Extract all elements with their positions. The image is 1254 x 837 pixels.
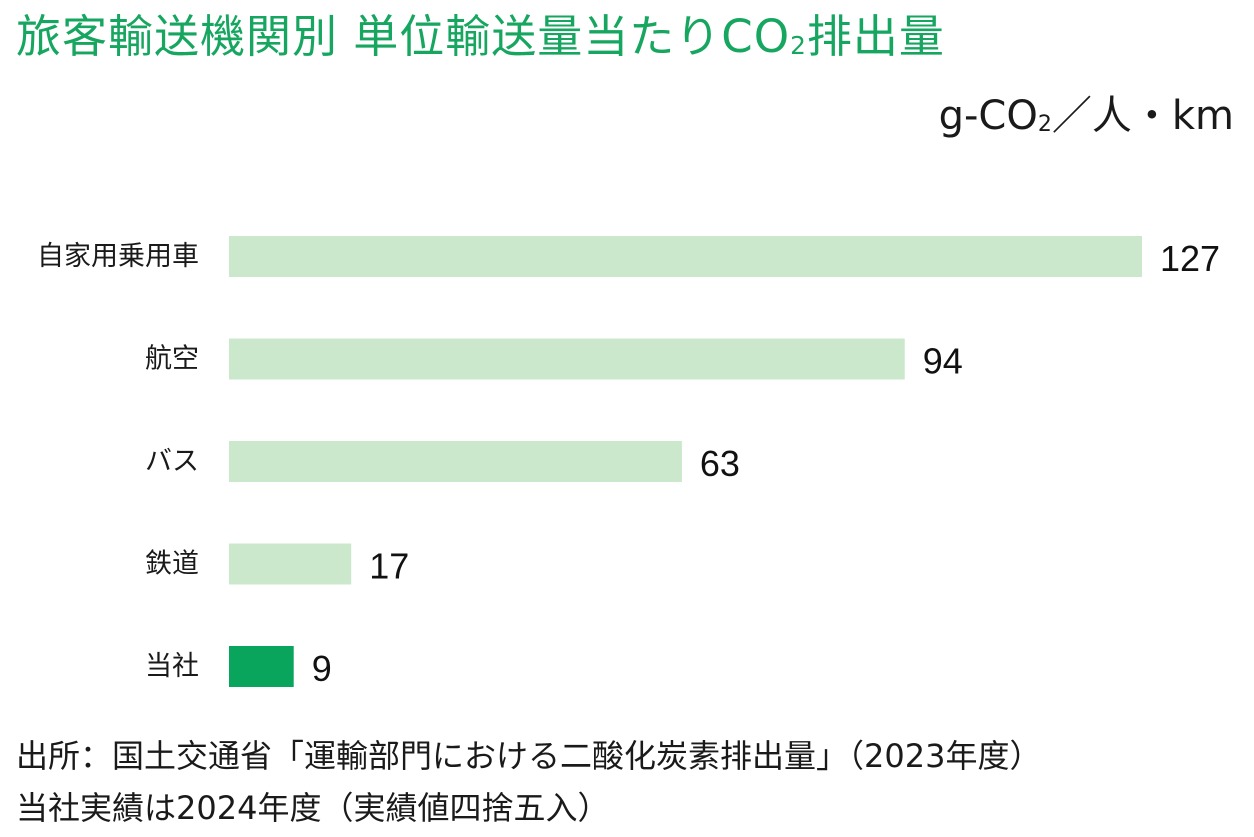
source-note: 出所：国土交通省「運輸部門における二酸化炭素排出量」（2023年度）: [16, 737, 1042, 775]
bar-0: [229, 236, 1142, 277]
category-label-3: 鉄道: [145, 549, 199, 580]
category-label-1: 航空: [145, 344, 199, 375]
value-label-4: 9: [312, 648, 332, 689]
value-label-1: 94: [923, 341, 963, 382]
category-label-2: バス: [145, 446, 199, 477]
category-label-4: 当社: [145, 651, 199, 682]
bar-3: [229, 543, 352, 585]
chart-title-suffix: 排出量: [806, 10, 945, 63]
category-label-0: 自家用乗用車: [37, 241, 199, 272]
unit-label-subscript: 2: [1037, 111, 1052, 137]
bar-1: [229, 338, 905, 380]
unit-label-suffix: ／人・km: [1051, 93, 1234, 139]
unit-label: g-CO2／人・km: [939, 88, 1234, 153]
chart-title: 旅客輸送機関別 単位輸送量当たりCO2排出量: [16, 6, 945, 77]
bar-4: [229, 646, 294, 687]
bar-2: [229, 441, 682, 482]
value-label-2: 63: [700, 443, 740, 484]
value-label-0: 127: [1160, 238, 1220, 279]
company-note: 当社実績は2024年度（実績値四捨五入）: [16, 789, 610, 827]
unit-label-prefix: g-CO: [938, 93, 1038, 139]
value-label-3: 17: [369, 546, 409, 587]
chart-title-subscript: 2: [790, 30, 807, 60]
chart-title-prefix: 旅客輸送機関別 単位輸送量当たりCO: [16, 10, 791, 63]
